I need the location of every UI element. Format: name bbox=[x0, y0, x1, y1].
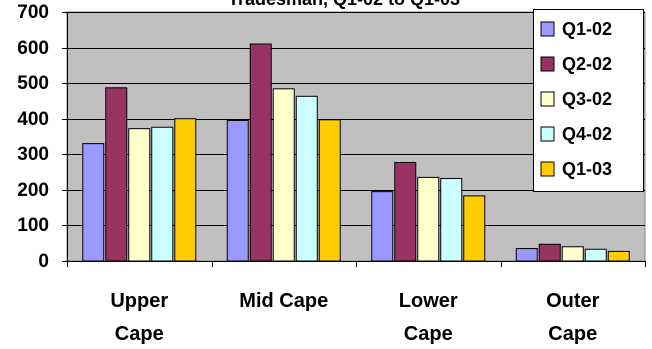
x-category-label: Outer bbox=[546, 290, 600, 312]
legend-label: Q1-03 bbox=[562, 159, 612, 179]
legend-label: Q4-02 bbox=[562, 124, 612, 144]
bar-q1-03-mid-cape bbox=[318, 119, 341, 262]
bars bbox=[82, 43, 630, 262]
bar-q4-02-mid-cape bbox=[295, 95, 318, 262]
bar-q1-03-outer-cape bbox=[607, 250, 630, 262]
bar-q3-02-outer-cape bbox=[561, 246, 584, 262]
bar-q4-02-outer-cape bbox=[584, 248, 607, 262]
y-tick-label: 100 bbox=[17, 215, 49, 236]
bar-q2-02-outer-cape bbox=[538, 243, 561, 262]
x-category-label: Lower bbox=[399, 290, 458, 312]
legend-swatch bbox=[540, 126, 555, 142]
bar-q3-02-lower-cape bbox=[417, 176, 440, 262]
x-category-label: Mid Cape bbox=[239, 290, 328, 312]
legend-swatch bbox=[540, 91, 555, 107]
bar-q4-02-lower-cape bbox=[440, 177, 463, 262]
y-tick-label: 600 bbox=[17, 38, 49, 59]
legend-swatch bbox=[540, 21, 555, 37]
bar-q1-03-upper-cape bbox=[174, 118, 197, 262]
y-tick-label: 700 bbox=[17, 2, 49, 23]
legend: Q1-02 Q2-02 Q3-02 Q4-02 Q1-03 bbox=[533, 9, 644, 192]
y-tick-label: 300 bbox=[17, 144, 49, 165]
bar-q3-02-mid-cape bbox=[272, 88, 295, 262]
y-tick-label: 0 bbox=[38, 251, 49, 272]
legend-swatch bbox=[540, 161, 555, 177]
legend-label: Q1-02 bbox=[562, 19, 612, 39]
legend-swatch bbox=[540, 56, 555, 72]
bar-q1-02-mid-cape bbox=[226, 119, 249, 262]
bar-q2-02-mid-cape bbox=[249, 43, 272, 262]
bar-q3-02-upper-cape bbox=[128, 128, 151, 262]
x-category-label: Cape bbox=[548, 323, 597, 345]
y-tick-label: 500 bbox=[17, 73, 49, 94]
y-tick-label: 200 bbox=[17, 180, 49, 201]
x-category-label: Cape bbox=[115, 323, 164, 345]
y-tick-label: 400 bbox=[17, 109, 49, 130]
bar-q4-02-upper-cape bbox=[151, 126, 174, 262]
legend-label: Q2-02 bbox=[562, 54, 612, 74]
bar-q2-02-lower-cape bbox=[394, 161, 417, 262]
bar-q1-03-lower-cape bbox=[463, 195, 486, 262]
chart-title: Tradesman, Q1-02 to Q1-03 bbox=[228, 0, 460, 9]
bar-q1-02-outer-cape bbox=[515, 248, 538, 262]
bar-q1-02-lower-cape bbox=[371, 191, 394, 262]
bar-q1-02-upper-cape bbox=[82, 143, 105, 262]
x-category-label: Upper bbox=[110, 290, 168, 312]
bar-q2-02-upper-cape bbox=[105, 87, 128, 262]
x-category-label: Cape bbox=[404, 323, 453, 345]
legend-label: Q3-02 bbox=[562, 89, 612, 109]
